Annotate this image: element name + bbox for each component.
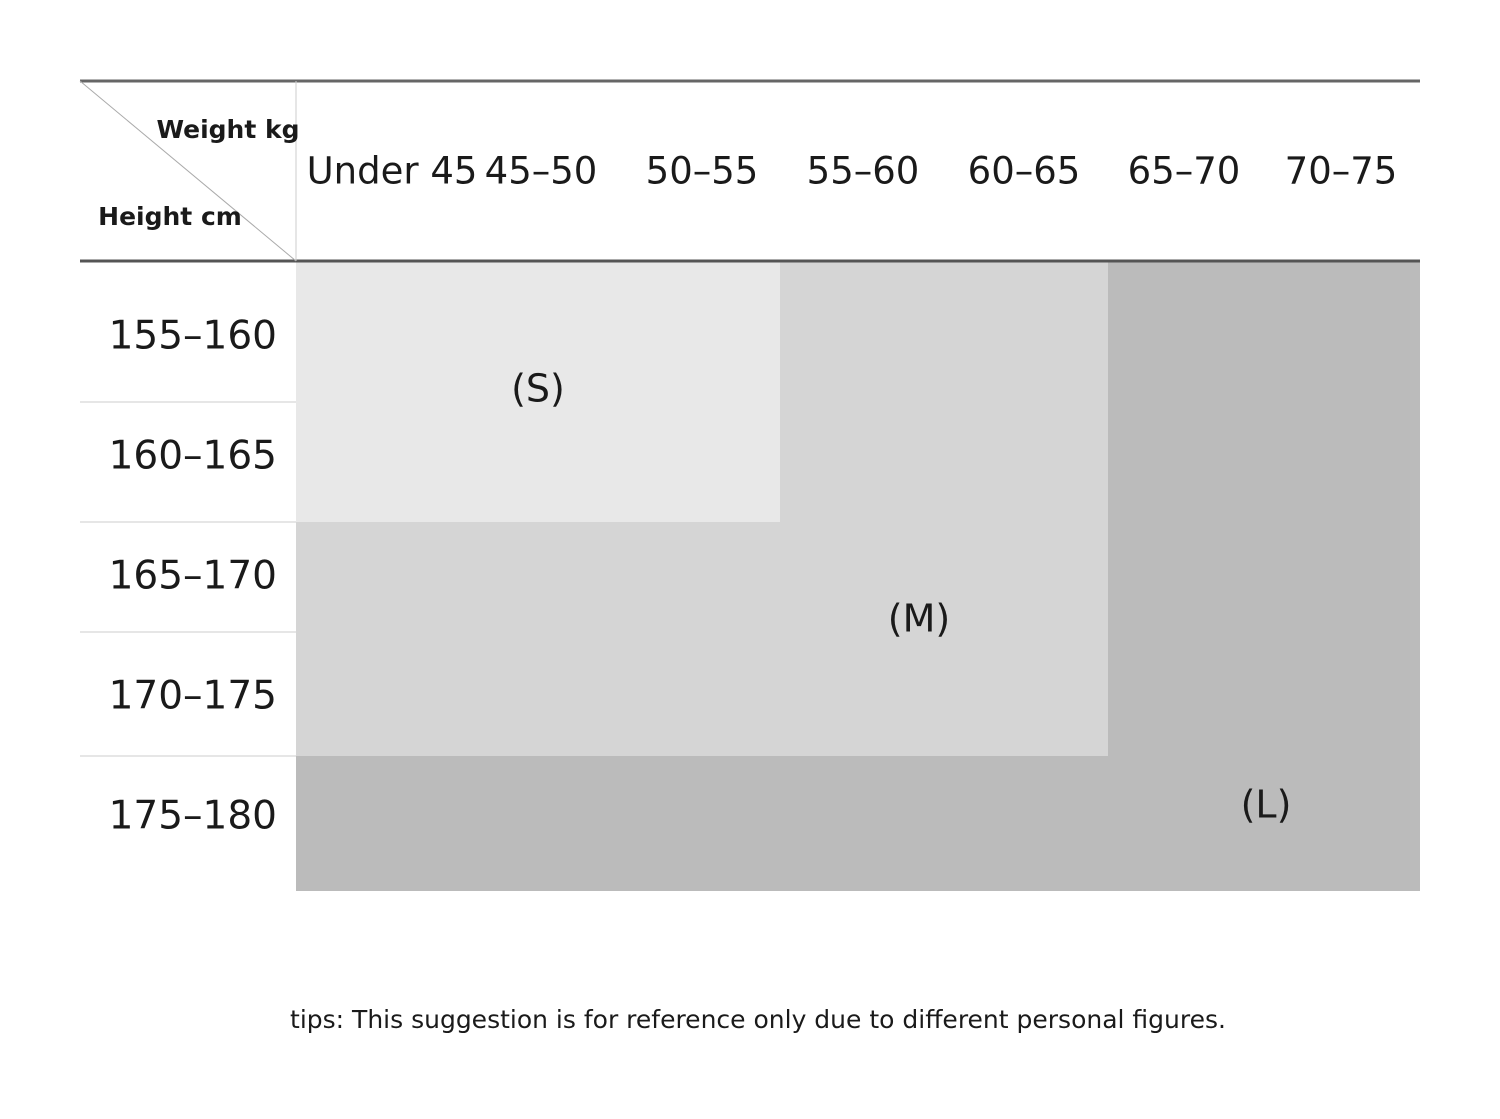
row-header: 155–160 — [109, 314, 277, 359]
corner-diagonal — [79, 80, 297, 262]
column-header: 50–55 — [646, 150, 759, 193]
size-label: (M) — [888, 597, 950, 641]
column-header: 55–60 — [807, 150, 920, 193]
tip: tips: This suggestion is for reference o… — [290, 1005, 1226, 1034]
region-s — [296, 261, 780, 522]
row-header: 170–175 — [109, 674, 277, 719]
column-header: 45–50 — [485, 150, 598, 193]
row-header: 160–165 — [109, 434, 277, 479]
size-label: (S) — [511, 367, 565, 411]
column-header: 60–65 — [968, 150, 1081, 193]
corner-weight: Weight kg — [156, 115, 299, 144]
corner-height: Height cm — [98, 202, 242, 231]
row-header: 165–170 — [109, 554, 277, 599]
column-header: Under 45 — [307, 150, 478, 193]
column-header: 70–75 — [1285, 150, 1398, 193]
size-label: (L) — [1241, 783, 1292, 827]
column-header: 65–70 — [1128, 150, 1241, 193]
row-header: 175–180 — [109, 794, 277, 839]
